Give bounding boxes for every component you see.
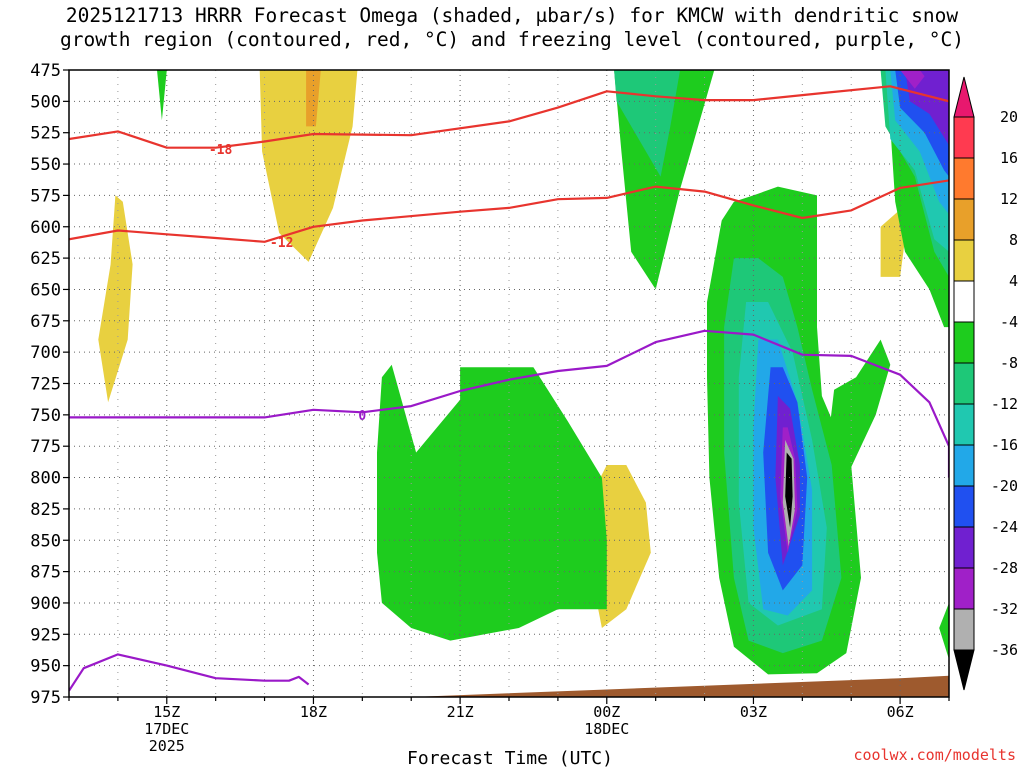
colorbar-swatch — [953, 198, 975, 241]
colorbar-swatch — [953, 403, 975, 446]
omega-region-2 — [306, 70, 321, 127]
contour-label--18: -18 — [209, 143, 233, 158]
omega-region-0 — [98, 195, 133, 403]
y-tick-label: 725 — [30, 375, 61, 395]
omega-shading-layer — [98, 70, 949, 675]
y-tick-label: 875 — [30, 563, 61, 583]
contour-label-0: 0 — [358, 409, 366, 424]
credit-text: coolwx.com/modelts — [853, 746, 1016, 764]
x-tick-label: 06Z — [887, 703, 914, 721]
colorbar-swatch — [953, 444, 975, 487]
colorbar-swatch — [953, 280, 975, 323]
grid-layer — [68, 70, 950, 697]
x-tick-date-label: 2025 — [149, 737, 185, 755]
y-tick-label: 525 — [30, 124, 61, 144]
y-tick-label: 650 — [30, 280, 61, 300]
colorbar-bottom-arrow — [953, 649, 975, 691]
colorbar-label: -36 — [991, 641, 1018, 659]
y-tick-label: 825 — [30, 500, 61, 520]
contour--12 — [69, 179, 949, 243]
colorbar-label: 20 — [1000, 108, 1018, 126]
colorbar-label: -28 — [991, 559, 1018, 577]
y-tick-label: 700 — [30, 343, 61, 363]
omega-region-24 — [900, 70, 925, 89]
omega-region-9 — [826, 339, 891, 478]
y-tick-label: 675 — [30, 312, 61, 332]
x-tick-label: 15Z — [153, 703, 180, 721]
y-tick-label: 625 — [30, 249, 61, 269]
contour-layer: -18 -12 0 — [69, 85, 949, 692]
y-tick-label: 600 — [30, 218, 61, 238]
colorbar-label: 8 — [1009, 231, 1018, 249]
y-tick-label: 925 — [30, 625, 61, 645]
omega-region-1 — [259, 70, 358, 262]
omega-region-4 — [880, 211, 905, 277]
omega-region-26 — [785, 452, 793, 528]
colorbar-label: -24 — [991, 518, 1018, 536]
terrain-layer — [69, 675, 949, 697]
colorbar-label: 4 — [1009, 272, 1018, 290]
chart-title-line-1: 2025121713 HRRR Forecast Omega (shaded, … — [65, 4, 959, 27]
x-tick-label: 18Z — [300, 703, 327, 721]
colorbar-label: -12 — [991, 395, 1018, 413]
terrain-fill — [69, 675, 949, 697]
colorbar-swatch — [953, 567, 975, 610]
colorbar-swatch — [953, 116, 975, 159]
x-tick-label: 03Z — [740, 703, 767, 721]
colorbar-swatch — [953, 239, 975, 282]
colorbar-swatch — [953, 321, 975, 364]
y-tick-label: 800 — [30, 469, 61, 489]
colorbar-swatch — [953, 362, 975, 405]
y-tick-label: 750 — [30, 406, 61, 426]
colorbar-label: -20 — [991, 477, 1018, 495]
y-tick-label: 475 — [30, 61, 61, 81]
colorbar-label: -8 — [1000, 354, 1018, 372]
y-tick-label: 775 — [30, 437, 61, 457]
colorbar-top-arrow — [953, 76, 975, 118]
omega-region-22 — [905, 70, 949, 146]
contour-0 — [69, 329, 949, 478]
colorbar: 20 16 12 8 4 -4 -8 -12 -16 -20 -24 -28 -32 -36 — [953, 76, 1018, 691]
x-tick-date-label: 18DEC — [584, 720, 629, 738]
x-tick-date-label: 17DEC — [144, 720, 189, 738]
y-tick-label: 850 — [30, 531, 61, 551]
colorbar-swatch — [953, 526, 975, 569]
chart-title: 2025121713 HRRR Forecast Omega (shaded, … — [0, 4, 1024, 52]
omega-region-11 — [939, 602, 949, 660]
colorbar-swatch — [953, 157, 975, 200]
y-tick-label: 900 — [30, 594, 61, 614]
contour--18 — [69, 85, 949, 149]
colorbar-label: -4 — [1000, 313, 1018, 331]
colorbar-swatch — [953, 485, 975, 528]
y-tick-label: 550 — [30, 155, 61, 175]
contour-0-surface — [69, 653, 310, 692]
y-tick-label: 575 — [30, 186, 61, 206]
x-tick-label: 00Z — [593, 703, 620, 721]
axes-layer: 475 500 525 550 575 600 625 650 675 700 725 750 775 8… — [30, 61, 950, 755]
colorbar-swatch — [953, 608, 975, 651]
colorbar-label: 12 — [1000, 190, 1018, 208]
contour-label--12: -12 — [270, 236, 293, 251]
colorbar-label: -16 — [991, 436, 1018, 454]
chart-title-line-2: growth region (contoured, red, °C) and f… — [60, 28, 964, 51]
y-tick-label: 975 — [30, 688, 61, 708]
x-tick-label: 21Z — [447, 703, 474, 721]
y-tick-label: 950 — [30, 657, 61, 677]
omega-region-5 — [157, 70, 167, 121]
x-axis-label: Forecast Time (UTC) — [407, 748, 613, 768]
colorbar-label: -32 — [991, 600, 1018, 618]
colorbar-label: 16 — [1000, 149, 1018, 167]
y-tick-label: 500 — [30, 92, 61, 112]
